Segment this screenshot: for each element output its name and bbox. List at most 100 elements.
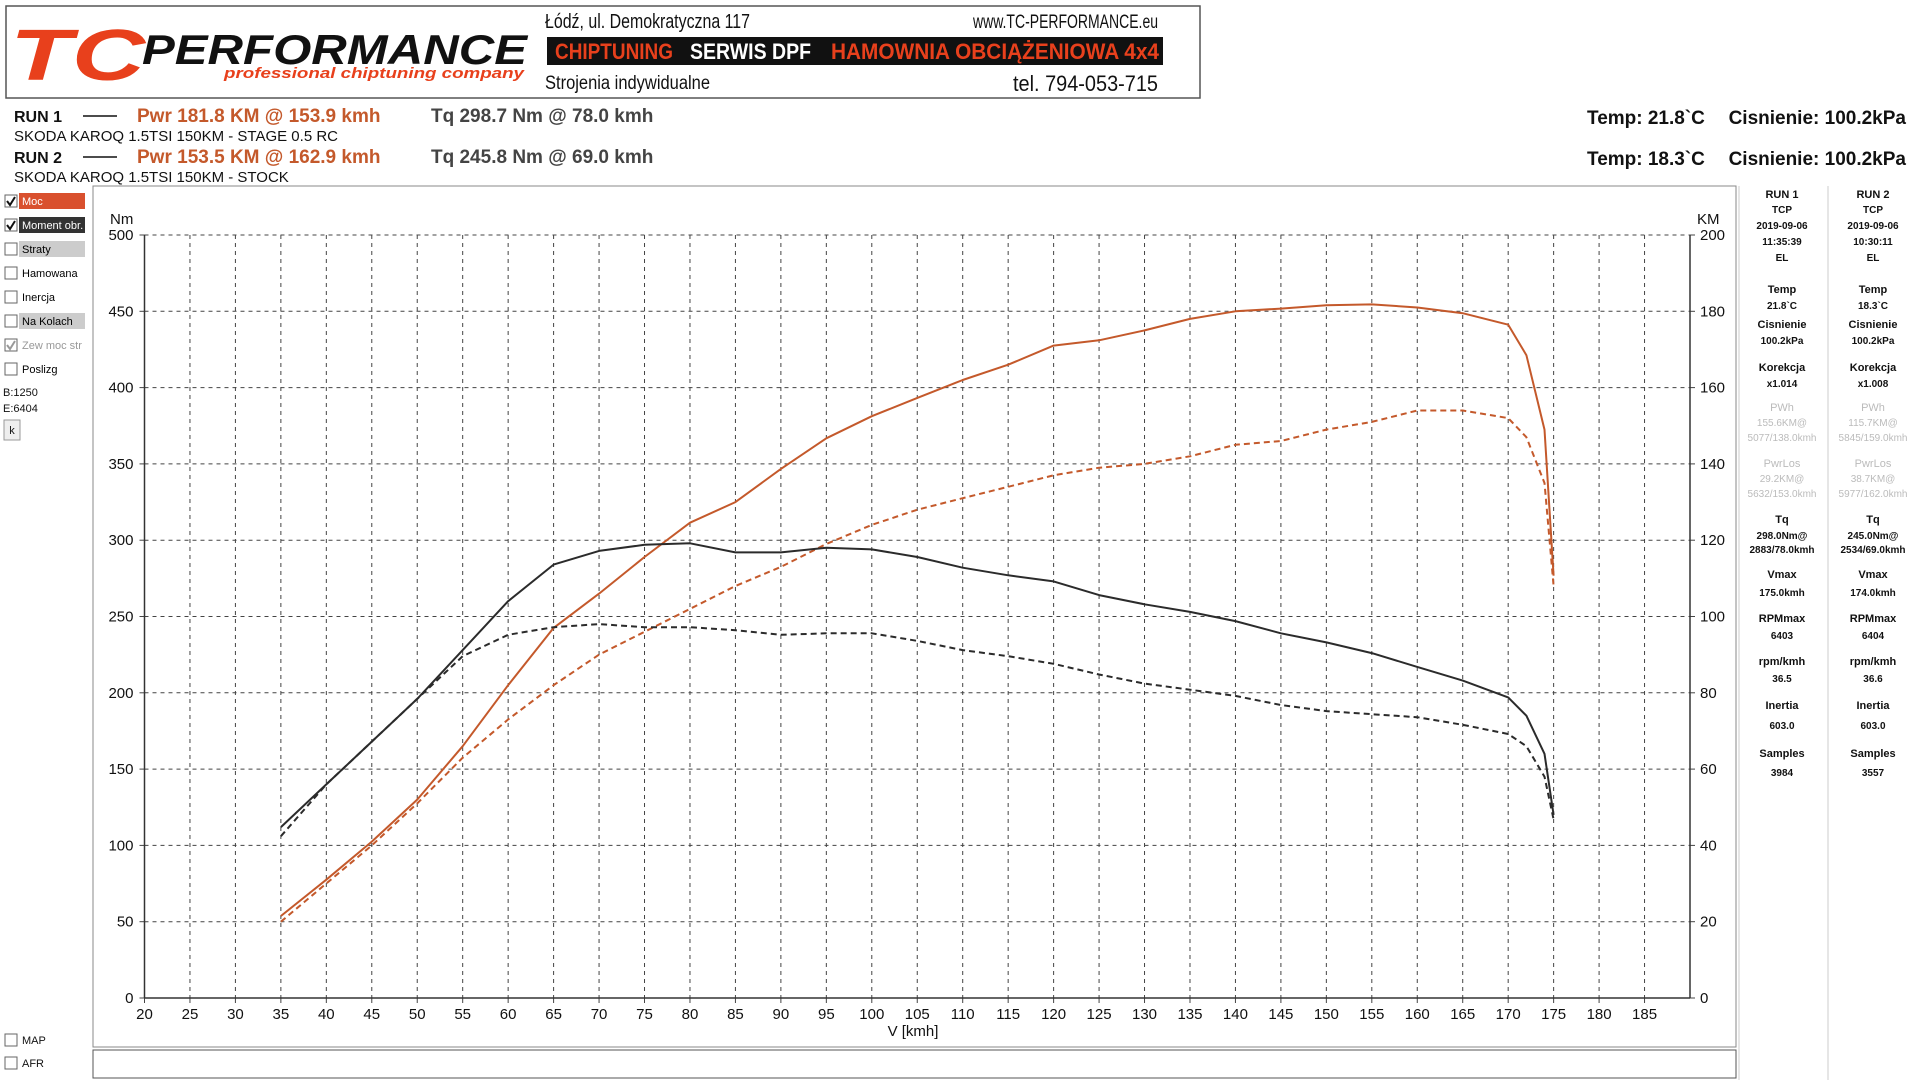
panel-text: 2883/78.0kmh [1749,545,1814,556]
y-tick-label: 0 [125,990,133,1007]
run-temp: Temp: 21.8`C [1587,108,1705,129]
option-label[interactable]: Hamowana [22,268,79,280]
bottom-strip [92,1049,1737,1079]
panel-text: RPMmax [1759,613,1806,625]
checkbox[interactable] [4,1033,18,1047]
option-label[interactable]: Inercja [22,292,56,304]
panel-text: Korekcja [1850,362,1897,374]
x-tick-label: 115 [996,1006,1020,1023]
panel-text: 100.2kPa [1761,336,1804,347]
panel-text: 603.0 [1860,721,1885,732]
series-line [280,409,1555,923]
option-bg [19,241,85,257]
banner-text: SERWIS DPF [690,39,811,64]
y-tick-label: 400 [108,380,133,397]
panel-text: x1.008 [1858,379,1889,390]
panel-text: Korekcja [1759,362,1806,374]
option-label[interactable]: Zew moc str [22,340,82,352]
panel-text: 11:35:39 [1762,237,1802,248]
panel-text: EL [1776,253,1789,264]
panel-text: Samples [1759,748,1804,760]
panel-text: 174.0kmh [1850,588,1896,599]
website: www.TC-PERFORMANCE.eu [972,12,1158,33]
y-tick-label: 150 [108,761,133,778]
option-label[interactable]: Moment obr. [22,220,83,232]
panel-text: EL [1867,253,1880,264]
x-tick-label: 150 [1314,1006,1339,1023]
panel-text: PWh [1770,402,1794,414]
checkbox[interactable] [4,290,18,304]
x-tick-label: 50 [409,1006,426,1023]
x-tick-label: 75 [636,1006,653,1023]
panel-text: rpm/kmh [1759,656,1806,668]
run-label: RUN 2 [14,150,62,167]
panel-text: RUN 2 [1856,189,1889,201]
y-tick-label: 350 [108,456,133,473]
x-tick-label: 175 [1541,1006,1566,1023]
info-text: E:6404 [3,403,38,415]
series-line [280,623,1555,837]
x-tick-label: 185 [1632,1006,1657,1023]
x-axis-label: V [kmh] [888,1023,939,1040]
x-tick-label: 40 [318,1006,335,1023]
checkbox[interactable] [4,314,18,328]
option-label[interactable]: MAP [22,1035,46,1047]
y-tick-label: 200 [108,685,133,702]
x-tick-label: 30 [227,1006,244,1023]
x-tick-label: 35 [273,1006,290,1023]
option-label[interactable]: Na Kolach [22,316,73,328]
panel-text: 115.7KM@ [1848,418,1897,429]
option-bg [19,361,85,377]
slogan: professional chiptuning company [223,65,525,82]
option-label[interactable]: Straty [22,244,51,256]
run-pressure: Cisnienie: 100.2kPa [1729,108,1907,129]
x-tick-label: 60 [500,1006,517,1023]
panel-text: 155.6KM@ [1757,418,1807,429]
y2-tick-label: 160 [1700,380,1725,397]
x-tick-label: 25 [182,1006,199,1023]
y2-tick-label: 100 [1700,609,1725,626]
option-label[interactable]: Poslizg [22,364,57,376]
run-power: Pwr 181.8 KM @ 153.9 kmh [137,106,380,127]
option-label[interactable]: AFR [22,1058,44,1070]
panel-text: Cisnienie [1849,319,1898,331]
panel-text: Inertia [1765,700,1799,712]
series-line [280,303,1555,917]
checkbox[interactable] [4,362,18,376]
panel-text: TCP [1863,205,1883,216]
button[interactable] [3,419,21,441]
x-tick-label: 100 [859,1006,884,1023]
option-bg [19,337,85,353]
y-tick-label: 500 [108,227,133,244]
y-axis-label: Nm [110,211,133,228]
option-bg [19,265,85,281]
button-label[interactable]: k [9,425,15,437]
panel-text: 2534/69.0kmh [1840,545,1905,556]
panel-text: 5845/159.0kmh [1839,433,1908,444]
checkbox[interactable] [4,266,18,280]
checkbox[interactable] [4,242,18,256]
x-tick-label: 85 [727,1006,744,1023]
option-label[interactable]: Moc [22,196,43,208]
x-tick-label: 180 [1587,1006,1612,1023]
checkbox[interactable] [4,1056,18,1070]
panel-text: RUN 1 [1765,189,1798,201]
x-tick-label: 140 [1223,1006,1248,1023]
y2-tick-label: 200 [1700,227,1725,244]
panel-text: PwrLos [1764,458,1801,470]
y-tick-label: 250 [108,609,133,626]
panel-text: Temp [1859,284,1888,296]
run-torque: Tq 298.7 Nm @ 78.0 kmh [431,106,653,127]
x-tick-label: 170 [1496,1006,1521,1023]
x-tick-label: 145 [1268,1006,1293,1023]
panel-text: 36.5 [1772,674,1792,685]
series-line [280,542,1555,828]
y2-tick-label: 180 [1700,303,1725,320]
panel-text: 100.2kPa [1852,336,1895,347]
panel-text: Temp [1768,284,1797,296]
x-tick-label: 130 [1132,1006,1157,1023]
x-tick-label: 55 [454,1006,471,1023]
panel-text: x1.014 [1767,379,1798,390]
